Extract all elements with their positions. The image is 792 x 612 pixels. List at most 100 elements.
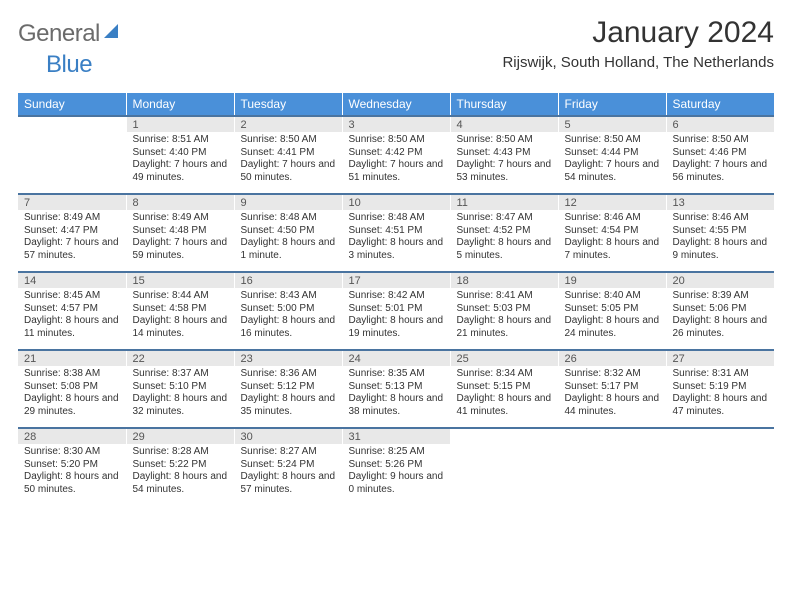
day-cell <box>18 132 126 194</box>
day-line: Sunrise: 8:50 AM <box>241 134 336 147</box>
weekday-row: Sunday Monday Tuesday Wednesday Thursday… <box>18 93 774 116</box>
day-number-cell: 7 <box>18 194 126 210</box>
day-number-cell: 30 <box>234 428 342 444</box>
day-line: Sunset: 4:52 PM <box>457 225 552 238</box>
day-line: Sunset: 5:03 PM <box>457 303 552 316</box>
day-line: Sunrise: 8:27 AM <box>241 446 336 459</box>
day-line: Sunrise: 8:48 AM <box>241 212 336 225</box>
daynum-row: 21222324252627 <box>18 350 774 366</box>
daynum-row: 28293031 <box>18 428 774 444</box>
day-line: Sunrise: 8:36 AM <box>241 368 336 381</box>
day-number-cell: 21 <box>18 350 126 366</box>
day-number-cell: 31 <box>342 428 450 444</box>
day-number-cell: 20 <box>666 272 774 288</box>
day-line: Daylight: 8 hours and 16 minutes. <box>241 315 336 340</box>
day-number-cell: 10 <box>342 194 450 210</box>
day-cell: Sunrise: 8:50 AMSunset: 4:43 PMDaylight:… <box>450 132 558 194</box>
day-cell <box>666 444 774 506</box>
day-line: Sunset: 4:41 PM <box>241 147 336 160</box>
day-cell: Sunrise: 8:44 AMSunset: 4:58 PMDaylight:… <box>126 288 234 350</box>
day-line: Sunrise: 8:40 AM <box>565 290 660 303</box>
day-number-cell: 8 <box>126 194 234 210</box>
day-cell: Sunrise: 8:49 AMSunset: 4:47 PMDaylight:… <box>18 210 126 272</box>
day-line: Daylight: 8 hours and 38 minutes. <box>349 393 444 418</box>
day-number-cell: 12 <box>558 194 666 210</box>
weekday-wed: Wednesday <box>342 93 450 116</box>
day-number-cell: 28 <box>18 428 126 444</box>
location-line: Rijswijk, South Holland, The Netherlands <box>502 54 774 71</box>
day-line: Daylight: 8 hours and 57 minutes. <box>241 471 336 496</box>
title-block: January 2024 Rijswijk, South Holland, Th… <box>502 16 774 71</box>
day-line: Daylight: 7 hours and 59 minutes. <box>133 237 228 262</box>
day-line: Sunrise: 8:35 AM <box>349 368 444 381</box>
weekday-fri: Friday <box>558 93 666 116</box>
day-cell: Sunrise: 8:27 AMSunset: 5:24 PMDaylight:… <box>234 444 342 506</box>
day-body-row: Sunrise: 8:38 AMSunset: 5:08 PM Daylight:… <box>18 366 774 428</box>
day-line: Sunrise: 8:34 AM <box>457 368 552 381</box>
day-line: Sunset: 5:00 PM <box>241 303 336 316</box>
day-line: Sunrise: 8:39 AM <box>673 290 769 303</box>
day-line: Daylight: 7 hours and 50 minutes. <box>241 159 336 184</box>
day-line: Daylight: 8 hours and 5 minutes. <box>457 237 552 262</box>
day-cell: Sunrise: 8:49 AMSunset: 4:48 PMDaylight:… <box>126 210 234 272</box>
day-cell: Sunrise: 8:50 AMSunset: 4:46 PMDaylight:… <box>666 132 774 194</box>
day-line: Sunset: 4:43 PM <box>457 147 552 160</box>
day-line: Sunrise: 8:38 AM <box>24 368 120 381</box>
day-number-cell: 13 <box>666 194 774 210</box>
day-cell: Sunrise: 8:43 AMSunset: 5:00 PMDaylight:… <box>234 288 342 350</box>
day-cell: Sunrise: 8:28 AMSunset: 5:22 PMDaylight:… <box>126 444 234 506</box>
day-number-cell: 11 <box>450 194 558 210</box>
day-line: Daylight: 8 hours and 14 minutes. <box>133 315 228 340</box>
day-line: Sunset: 5:12 PM <box>241 381 336 394</box>
day-number-cell: 24 <box>342 350 450 366</box>
day-line: Sunset: 4:44 PM <box>565 147 660 160</box>
weekday-thu: Thursday <box>450 93 558 116</box>
day-cell: Sunrise: 8:46 AMSunset: 4:54 PMDaylight:… <box>558 210 666 272</box>
day-cell: Sunrise: 8:32 AMSunset: 5:17 PMDaylight:… <box>558 366 666 428</box>
day-line: Daylight: 8 hours and 35 minutes. <box>241 393 336 418</box>
day-line: Sunset: 5:08 PM <box>24 381 120 394</box>
day-line: Daylight: 8 hours and 26 minutes. <box>673 315 769 340</box>
day-line: Sunrise: 8:37 AM <box>133 368 228 381</box>
day-line: Daylight: 8 hours and 3 minutes. <box>349 237 444 262</box>
day-line: Sunset: 5:06 PM <box>673 303 769 316</box>
day-line: Sunset: 4:57 PM <box>24 303 120 316</box>
day-number-cell: 29 <box>126 428 234 444</box>
day-line: Sunset: 5:01 PM <box>349 303 444 316</box>
day-body-row: Sunrise: 8:30 AMSunset: 5:20 PMDaylight:… <box>18 444 774 506</box>
day-cell: Sunrise: 8:38 AMSunset: 5:08 PMDaylight:… <box>18 366 126 428</box>
day-number-cell: 25 <box>450 350 558 366</box>
day-number-cell: 18 <box>450 272 558 288</box>
weekday-sat: Saturday <box>666 93 774 116</box>
day-line: Daylight: 8 hours and 7 minutes. <box>565 237 660 262</box>
day-line: Daylight: 7 hours and 54 minutes. <box>565 159 660 184</box>
day-line: Sunset: 4:40 PM <box>133 147 228 160</box>
day-number-cell: 4 <box>450 116 558 132</box>
day-cell: Sunrise: 8:48 AMSunset: 4:51 PMDaylight:… <box>342 210 450 272</box>
day-number-cell: 1 <box>126 116 234 132</box>
day-cell: Sunrise: 8:50 AMSunset: 4:42 PMDaylight:… <box>342 132 450 194</box>
day-line: Daylight: 7 hours and 56 minutes. <box>673 159 769 184</box>
day-number-cell: 3 <box>342 116 450 132</box>
daynum-row: 14151617181920 <box>18 272 774 288</box>
day-cell: Sunrise: 8:25 AMSunset: 5:26 PMDaylight:… <box>342 444 450 506</box>
day-line: Sunset: 5:19 PM <box>673 381 769 394</box>
day-line: Daylight: 8 hours and 47 minutes. <box>673 393 769 418</box>
day-line: Sunset: 4:42 PM <box>349 147 444 160</box>
day-number-cell: 14 <box>18 272 126 288</box>
day-cell <box>450 444 558 506</box>
day-line: Sunrise: 8:28 AM <box>133 446 228 459</box>
day-line: Sunrise: 8:50 AM <box>673 134 769 147</box>
logo-text-gray: General <box>18 20 100 48</box>
day-cell: Sunrise: 8:48 AMSunset: 4:50 PMDaylight:… <box>234 210 342 272</box>
day-cell: Sunrise: 8:42 AMSunset: 5:01 PMDaylight:… <box>342 288 450 350</box>
day-line: Daylight: 7 hours and 53 minutes. <box>457 159 552 184</box>
day-line: Daylight: 7 hours and 57 minutes. <box>24 237 120 262</box>
day-line: Sunset: 4:55 PM <box>673 225 769 238</box>
day-body-row: Sunrise: 8:49 AMSunset: 4:47 PMDaylight:… <box>18 210 774 272</box>
day-number-cell: 6 <box>666 116 774 132</box>
day-line: Sunset: 4:50 PM <box>241 225 336 238</box>
day-number-cell: 23 <box>234 350 342 366</box>
day-line: Sunrise: 8:49 AM <box>24 212 120 225</box>
day-cell <box>558 444 666 506</box>
